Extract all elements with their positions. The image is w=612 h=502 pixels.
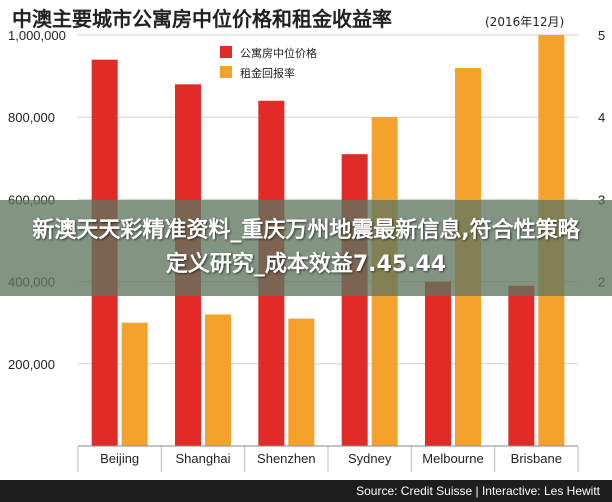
left-tick-label: 200,000 — [8, 357, 55, 372]
bar-rental-yield — [205, 314, 231, 446]
category-label: Sydney — [348, 451, 392, 466]
source-credit: Source: Credit Suisse | Interactive: Les… — [356, 484, 601, 498]
bar-median-price — [508, 285, 535, 446]
category-label: Shanghai — [176, 451, 231, 466]
legend-swatch — [220, 66, 232, 78]
right-tick-label: 4 — [598, 110, 605, 125]
right-tick-label: 3 — [598, 192, 605, 207]
banner-text: 新澳天天彩精准资料_重庆万州地震最新信息,符合性策略定义研究_成本效益7.45.… — [32, 218, 580, 277]
overlay-banner: 新澳天天彩精准资料_重庆万州地震最新信息,符合性策略定义研究_成本效益7.45.… — [0, 200, 612, 296]
left-tick-label: 800,000 — [8, 110, 55, 125]
legend-swatch — [220, 46, 232, 58]
bar-rental-yield — [288, 318, 315, 446]
category-label: Shenzhen — [257, 451, 316, 466]
legend-label: 公寓房中位价格 — [240, 46, 317, 60]
category-label: Melbourne — [422, 451, 483, 466]
left-tick-label: 1,000,000 — [8, 28, 66, 43]
chart-title: 中澳主要城市公寓房中位价格和租金收益率 — [12, 7, 392, 31]
legend-label: 租金回报率 — [240, 66, 295, 80]
chart-subtitle: (2016年12月) — [485, 15, 564, 29]
right-tick-label: 5 — [598, 28, 605, 43]
bar-rental-yield — [121, 322, 148, 446]
bar-median-price — [341, 154, 368, 446]
footer-bar — [0, 480, 612, 502]
category-label: Brisbane — [511, 451, 562, 466]
bar-median-price — [425, 281, 451, 446]
category-label: Beijing — [100, 451, 139, 466]
